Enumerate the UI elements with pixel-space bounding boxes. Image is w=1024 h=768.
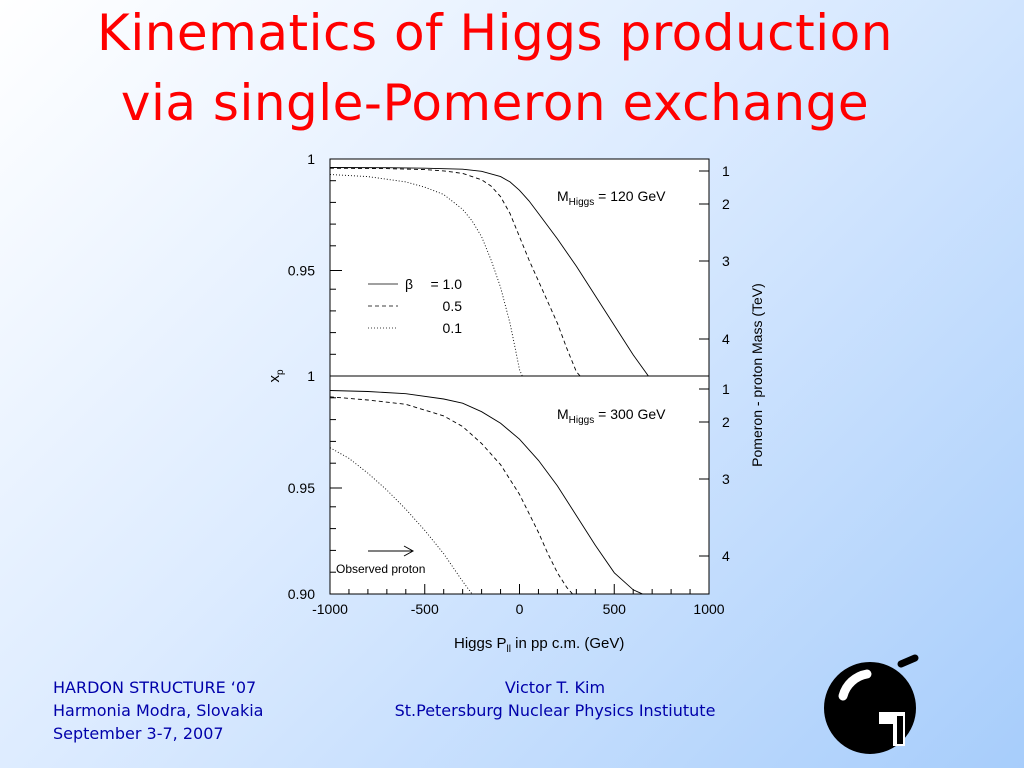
legend-beta-symbol: β [405,276,413,292]
y-tick-label: 0.95 [288,480,315,496]
y-axis-label: xp [266,369,286,383]
right-tick-label: 1 [722,381,730,397]
legend: = 1.0 0.5 0.1 β [368,276,462,336]
y-tick-label: 0.90 [288,586,315,602]
conference-info: HARDON STRUCTURE ‘07 Harmonia Modra, Slo… [53,676,263,745]
x-tick-label: 1000 [693,601,724,617]
series-line-beta-1 [329,390,709,595]
series-line-beta-0-5 [329,167,709,377]
bottom-panel-frame [329,375,710,595]
right-tick-label: 2 [722,196,730,212]
x-tick-label: -500 [411,601,439,617]
right-tick-label: 2 [722,414,730,430]
bottom-panel-annotation: MHiggs = 300 GeV [557,406,666,426]
right-tick-label: 4 [722,548,730,564]
x-tick-label: 500 [603,601,627,617]
legend-label: 0.1 [443,320,463,336]
right-tick-label: 1 [722,163,730,179]
x-axis-label: Higgs Pll in pp c.m. (GeV) [454,635,624,655]
top-panel: 1 0.95 1 2 3 4 MHiggs = 120 GeV = 1.0 0.5 0.1 β [288,151,730,377]
conference-dates: September 3-7, 2007 [53,724,224,743]
right-tick-label: 4 [722,331,730,347]
y-tick-label: 1 [307,151,315,167]
slide-title-line-2: via single-Pomeron exchange [120,74,870,132]
top-panel-frame [329,158,710,377]
x-tick-label: -1000 [312,601,348,617]
legend-label: 0.5 [443,298,463,314]
right-tick-label: 3 [722,253,730,269]
observed-proton-label: Observed proton [336,562,425,576]
conference-name: HARDON STRUCTURE ‘07 [53,678,257,697]
right-tick-label: 3 [722,471,730,487]
conference-location: Harmonia Modra, Slovakia [53,701,264,720]
author-institute: St.Petersburg Nuclear Physics Instiutute [394,701,716,720]
observed-proton-arrow [368,545,415,557]
pnpi-logo-icon [824,654,919,754]
x-tick-label: 0 [516,601,524,617]
top-panel-annotation: MHiggs = 120 GeV [557,188,666,208]
series-line-beta-0-1 [329,447,709,595]
bottom-panel: 1 0.95 0.90 1 2 3 4 -1000 -500 0 500 1000 MHiggs … [288,368,730,617]
y-tick-label: 0.95 [288,263,315,279]
slide-title-line-1: Kinematics of Higgs production [97,4,893,62]
series-line-beta-1 [329,167,709,377]
y-tick-label: 1 [307,368,315,384]
author-info: Victor T. Kim St.Petersburg Nuclear Phys… [350,676,760,722]
right-axis-label: Pomeron - proton Mass (TeV) [749,283,765,467]
legend-label: = 1.0 [430,276,462,292]
series-line-beta-0-5 [329,396,709,595]
author-name: Victor T. Kim [504,678,606,697]
